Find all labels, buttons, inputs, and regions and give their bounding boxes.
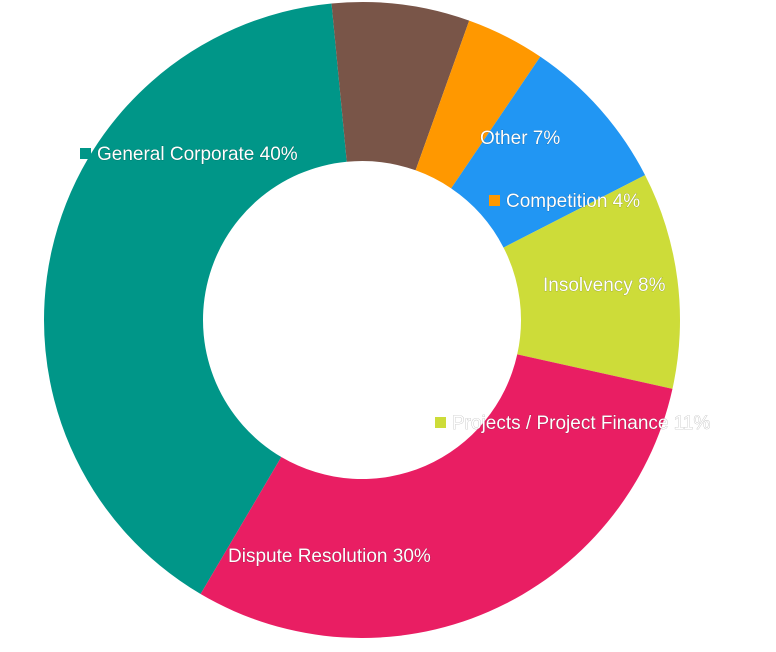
slice-label-general-corporate: General Corporate 40%: [97, 144, 298, 165]
slice-label-insolvency: Insolvency 8%: [543, 275, 666, 296]
slice-label-competition: Competition 4%: [506, 191, 640, 212]
slice-other: [331, 2, 470, 171]
slice-label-other: Other 7%: [480, 128, 560, 149]
slice-competition: [415, 20, 541, 189]
legend-marker-competition: [489, 195, 500, 206]
slice-dispute-resolution: [200, 354, 673, 638]
legend-marker-general-corporate: [80, 148, 91, 159]
chart-labels: General Corporate 40% Other 7% Competition…: [80, 128, 711, 567]
slice-label-dispute-resolution: Dispute Resolution 30%: [228, 546, 431, 567]
chart-slices: [44, 2, 680, 638]
legend-marker-projects-project-finance: [435, 417, 446, 428]
slice-label-projects-project-finance: Projects / Project Finance 11%: [452, 413, 710, 434]
slice-general-corporate: [44, 3, 347, 594]
slice-projects-project-finance: [503, 175, 680, 389]
